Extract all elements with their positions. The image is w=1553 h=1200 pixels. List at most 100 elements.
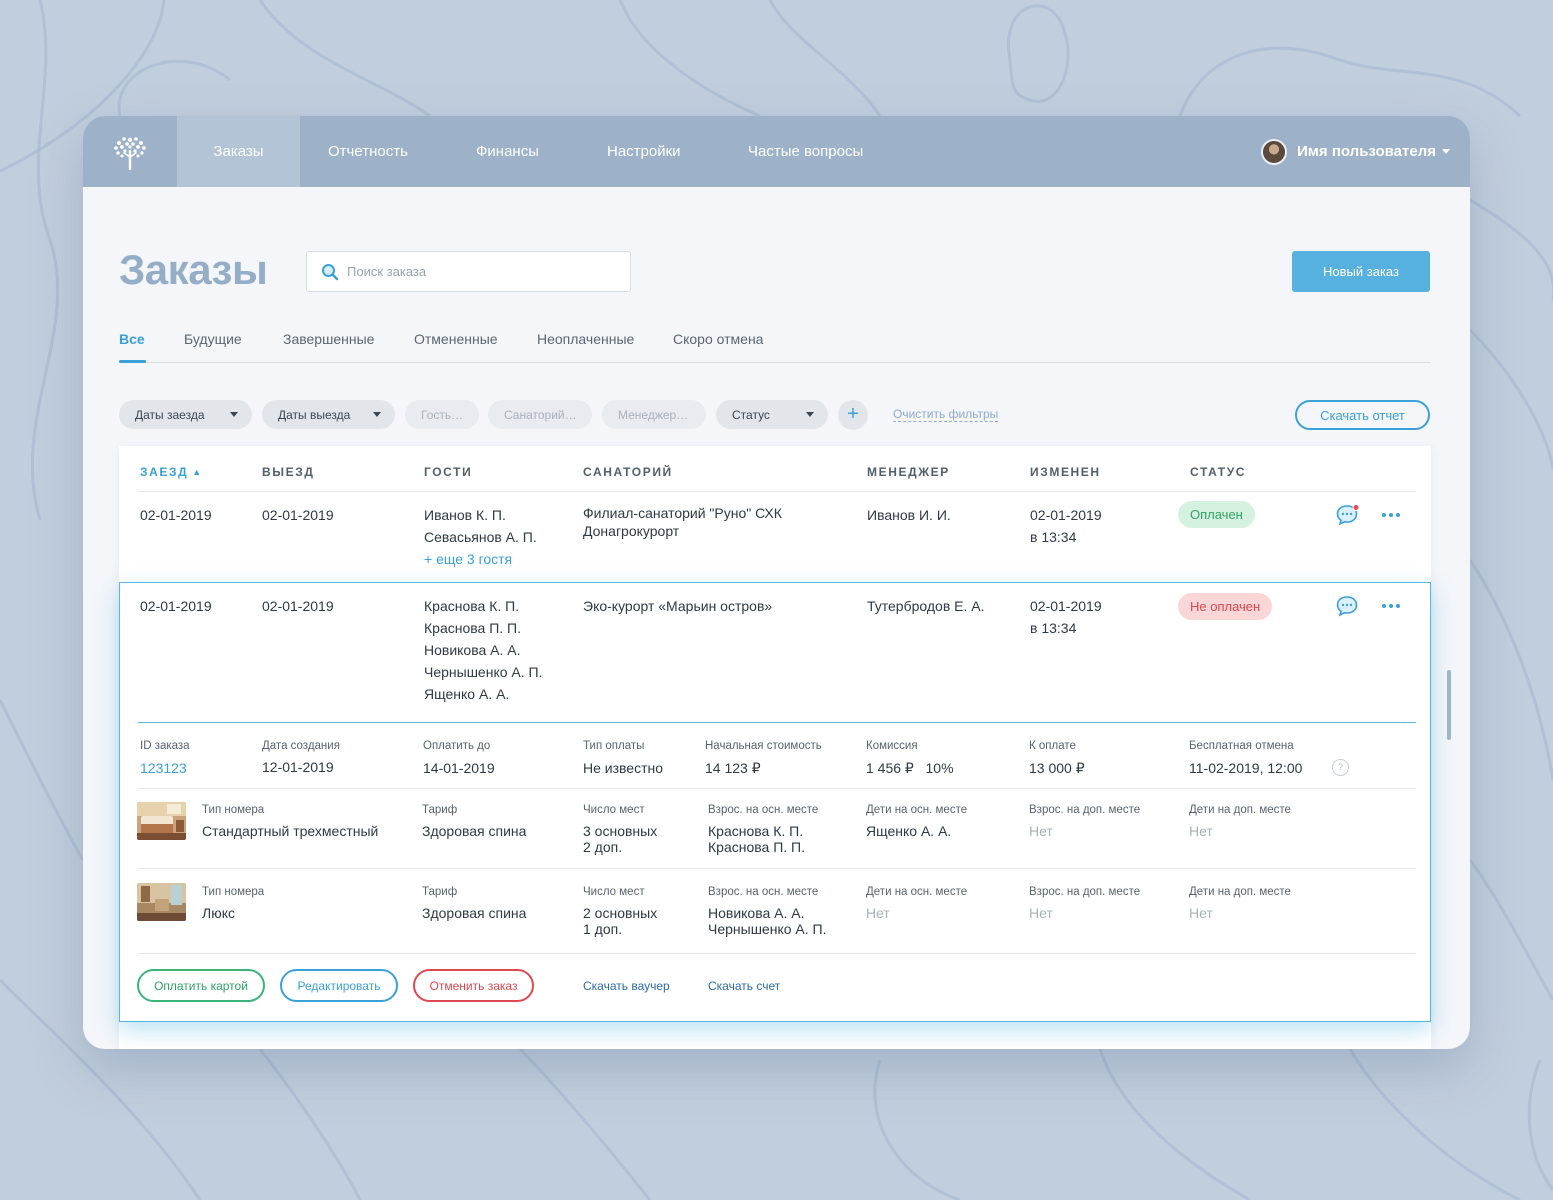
search-input[interactable] xyxy=(347,264,607,279)
edit-order-button[interactable]: Редактировать xyxy=(280,969,398,1002)
column-header-guests[interactable]: Гости xyxy=(424,465,473,479)
column-header-sanatorium[interactable]: Санаторий xyxy=(583,465,673,479)
room-tariff: Здоровая спина xyxy=(422,823,527,839)
filter-guest[interactable]: Гость… xyxy=(405,400,479,429)
detail-label: Бесплатная отмена xyxy=(1189,740,1294,752)
detail-label: Дата создания xyxy=(262,740,340,752)
tab-cancel-soon[interactable]: Скоро отмена xyxy=(673,331,764,347)
column-header-checkout[interactable]: Выезд xyxy=(262,465,315,479)
status-badge: Не оплачен xyxy=(1178,593,1273,620)
payment-type: Не известно xyxy=(583,760,664,776)
divider xyxy=(138,868,1416,869)
changed-at: 02-01-2019 в 13:34 xyxy=(1030,595,1102,639)
tab-cancelled[interactable]: Отмененные xyxy=(414,331,498,347)
page-title: Заказы xyxy=(119,246,268,293)
children-main: Нет xyxy=(866,905,890,921)
filter-label: Даты выезда xyxy=(278,407,351,422)
room-type: Стандартный трехместный xyxy=(202,823,379,839)
guest-name: Новикова А. А. xyxy=(424,642,521,658)
help-icon[interactable]: ? xyxy=(1332,759,1349,776)
column-header-manager[interactable]: Менеджер xyxy=(867,465,950,479)
detail-label: Оплатить до xyxy=(423,740,491,752)
chat-icon[interactable] xyxy=(1336,504,1360,526)
room-label: Дети на доп. месте xyxy=(1189,804,1291,816)
scrollbar[interactable] xyxy=(1447,670,1451,740)
sanatorium-line: Донагрокурорт xyxy=(583,523,680,539)
new-order-button[interactable]: Новый заказ xyxy=(1292,251,1430,292)
download-voucher-link[interactable]: Скачать ваучер xyxy=(583,979,670,993)
filter-label: Гость… xyxy=(421,407,464,422)
guest-name: Чернышенко А. П. xyxy=(708,921,827,937)
column-header-status[interactable]: Статус xyxy=(1190,465,1247,479)
seats-count: 2 основных 1 доп. xyxy=(583,905,657,937)
room-label: Взрос. на доп. месте xyxy=(1029,804,1141,816)
manager-name: Иванов И. И. xyxy=(867,507,951,523)
column-header-changed[interactable]: Изменен xyxy=(1030,465,1101,479)
room-label: Тариф xyxy=(422,804,458,816)
nav-item-faq[interactable]: Частые вопросы xyxy=(748,143,864,160)
guest-name: Севасьянов А. П. xyxy=(424,529,537,545)
tab-completed[interactable]: Завершенные xyxy=(283,331,375,347)
tree-logo-icon[interactable] xyxy=(83,116,177,187)
guest-name: Чернышенко А. П. xyxy=(424,664,543,680)
detail-label: К оплате xyxy=(1029,740,1076,752)
nav-item-orders[interactable]: Заказы xyxy=(177,116,300,187)
amount-due: 13 000 ₽ xyxy=(1029,760,1085,776)
chevron-down-icon xyxy=(373,412,381,417)
adults-extra: Нет xyxy=(1029,823,1053,839)
room-label: Дети на осн. месте xyxy=(866,804,968,816)
filter-checkin-dates[interactable]: Даты заезда xyxy=(119,400,252,429)
nav-item-settings[interactable]: Настройки xyxy=(607,143,681,160)
sanatorium-name: Филиал-санаторий "Руно" СХК Донагрокурор… xyxy=(583,504,782,540)
sort-icon: ▲ xyxy=(192,467,203,477)
order-id-link[interactable]: 123123 xyxy=(140,760,187,776)
filter-checkout-dates[interactable]: Даты выезда xyxy=(262,400,395,429)
room-label: Число мест xyxy=(583,886,645,898)
detail-label: Комиссия xyxy=(866,740,918,752)
adults-extra: Нет xyxy=(1029,905,1053,921)
tab-future[interactable]: Будущие xyxy=(184,331,242,347)
nav-item-finance[interactable]: Финансы xyxy=(476,143,539,160)
download-report-button[interactable]: Скачать отчет xyxy=(1295,400,1430,430)
pay-until-date: 14-01-2019 xyxy=(423,760,495,776)
more-options-icon[interactable] xyxy=(1382,604,1400,608)
guest-list: Краснова К. П. Краснова П. П. Новикова А… xyxy=(424,595,542,705)
nav-item-reports[interactable]: Отчетность xyxy=(328,143,408,160)
search-box[interactable] xyxy=(306,251,631,292)
app-window: Заказы Отчетность Финансы Настройки Част… xyxy=(83,116,1470,1049)
chat-icon[interactable] xyxy=(1336,595,1360,617)
guest-name: Ященко А. А. xyxy=(424,686,510,702)
clear-filters-link[interactable]: Очистить фильтры xyxy=(893,407,999,422)
column-header-checkin[interactable]: Заезд ▲ xyxy=(140,465,203,479)
pay-by-card-button[interactable]: Оплатить картой xyxy=(137,969,265,1002)
user-menu[interactable]: Имя пользователя xyxy=(1261,116,1450,187)
sanatorium-line: Филиал-санаторий "Руно" СХК xyxy=(583,505,782,521)
manager-name: Тутербродов Е. А. xyxy=(867,598,985,614)
tab-all[interactable]: Все xyxy=(119,331,145,347)
tab-unpaid[interactable]: Неоплаченные xyxy=(537,331,635,347)
room-label: Взрос. на осн. месте xyxy=(708,886,819,898)
room-label: Тип номера xyxy=(202,886,265,898)
created-date: 12-01-2019 xyxy=(262,759,334,775)
checkout-date: 02-01-2019 xyxy=(262,507,334,523)
guest-name: Краснова К. П. xyxy=(424,598,520,614)
filter-label: Даты заезда xyxy=(135,407,205,422)
filter-sanatorium[interactable]: Санаторий… xyxy=(488,400,592,429)
sanatorium-name: Эко-курорт «Марьин остров» xyxy=(583,598,773,614)
status-badge: Оплачен xyxy=(1178,501,1255,528)
changed-time: в 13:34 xyxy=(1030,620,1077,636)
more-options-icon[interactable] xyxy=(1382,513,1400,517)
more-guests-link[interactable]: + еще 3 гостя xyxy=(424,551,513,567)
filter-status[interactable]: Статус xyxy=(716,400,828,429)
chevron-down-icon xyxy=(1442,149,1450,154)
room-photo xyxy=(137,883,186,921)
room-label: Число мест xyxy=(583,804,645,816)
changed-at: 02-01-2019 в 13:34 xyxy=(1030,504,1102,548)
children-extra: Нет xyxy=(1189,823,1213,839)
add-filter-button[interactable]: + xyxy=(838,400,868,430)
download-invoice-link[interactable]: Скачать счет xyxy=(708,979,781,993)
commission: 1 456 ₽ 10% xyxy=(866,760,954,776)
cancel-order-button[interactable]: Отменить заказ xyxy=(413,969,534,1002)
detail-label: ID заказа xyxy=(140,740,190,752)
filter-manager[interactable]: Менеджер… xyxy=(602,400,706,429)
